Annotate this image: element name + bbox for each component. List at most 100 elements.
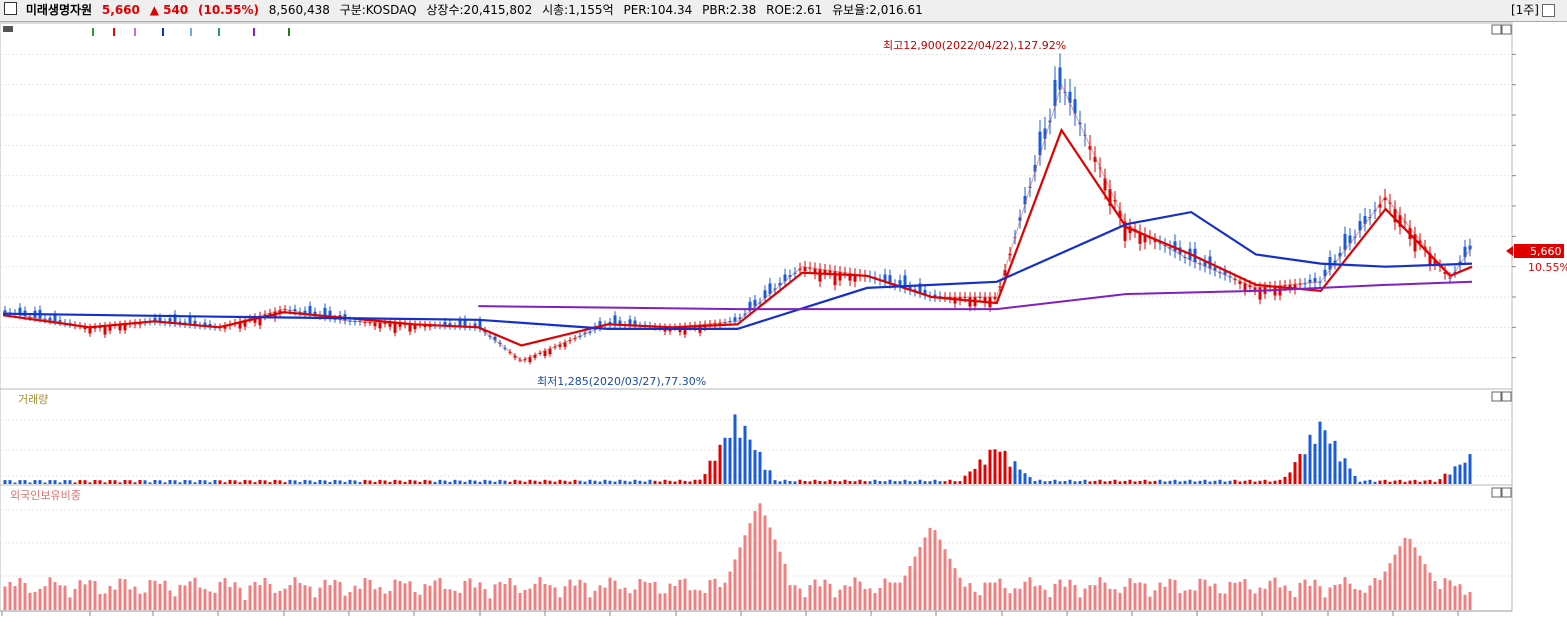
foreign-ratio-bar	[843, 585, 847, 610]
foreign-ratio-bar	[638, 578, 642, 610]
foreign-ratio-bar	[578, 579, 582, 610]
foreign-ratio-bar	[418, 594, 422, 610]
volume-bar	[788, 480, 792, 484]
candle-body	[1203, 261, 1207, 267]
foreign-ratio-bar	[143, 592, 147, 610]
candle-body	[1103, 178, 1107, 191]
volume-bar	[1413, 479, 1417, 484]
price-change-pct: (10.55%)	[198, 3, 259, 17]
candle-body	[88, 327, 92, 334]
volume-bar	[518, 480, 522, 484]
candle-body	[1038, 131, 1042, 156]
foreign-pane: 외국인보유비중	[0, 484, 1513, 612]
volume-bar	[263, 480, 267, 484]
volume-bar	[1223, 481, 1227, 484]
volume-bar	[868, 481, 872, 484]
volume-bar	[383, 480, 387, 484]
foreign-ratio-bar	[208, 591, 212, 610]
foreign-ratio-bar	[203, 589, 207, 610]
volume-bar	[758, 451, 762, 484]
candle-body	[813, 268, 817, 274]
volume-bar	[1113, 479, 1117, 484]
stock-chart[interactable]: 최고12,900(2022/04/22),127.92% 최저1,285(202…	[0, 22, 1567, 630]
period-selector[interactable]: [1주]	[1510, 3, 1539, 17]
volume-bar	[153, 480, 157, 484]
volume-bar	[353, 480, 357, 484]
foreign-ratio-bar	[1183, 590, 1187, 610]
foreign-ratio-bar	[113, 589, 117, 610]
foreign-ratio-bar	[873, 592, 877, 610]
candle-body	[1168, 247, 1172, 249]
volume-bar	[3, 480, 7, 484]
foreign-ratio-bar	[648, 582, 652, 610]
foreign-ratio-bar	[788, 585, 792, 610]
foreign-ratio-bar	[1163, 586, 1167, 610]
volume-bar	[1308, 434, 1312, 484]
candle-body	[1443, 271, 1447, 274]
volume-bar	[1153, 480, 1157, 484]
candle-body	[558, 344, 562, 347]
volume-bar	[1118, 481, 1122, 484]
foreign-pane-close-icon	[1501, 487, 1512, 498]
volume-bar	[718, 444, 722, 484]
candle-body	[983, 297, 987, 303]
volume-bar	[1068, 479, 1072, 484]
foreign-ratio-bar	[438, 578, 442, 610]
price-change: ▲ 540	[149, 3, 189, 17]
volume-bar	[523, 481, 527, 484]
volume-bar	[603, 479, 607, 484]
candle-body	[303, 310, 307, 314]
compare-checkbox[interactable]	[4, 2, 17, 15]
volume-bars	[3, 414, 1472, 484]
window-restore-icon[interactable]	[1542, 4, 1555, 17]
volume-bar	[243, 479, 247, 484]
stock-name[interactable]: 미래생명자원	[25, 3, 93, 17]
volume-bar	[943, 481, 947, 484]
volume-bar	[1398, 479, 1402, 484]
volume-bar	[698, 479, 702, 484]
candle-body	[53, 314, 57, 322]
foreign-ratio-bar	[1238, 581, 1242, 610]
foreign-ratio-bar	[1168, 578, 1172, 610]
candle-body	[308, 306, 312, 315]
foreign-ratio-bar	[678, 579, 682, 610]
foreign-ratio-bar	[1348, 583, 1352, 610]
foreign-ratio-bar	[803, 597, 807, 610]
volume-bar	[948, 479, 952, 484]
volume-bar	[1048, 481, 1052, 484]
last-pct-label: 10.55%	[1528, 261, 1567, 274]
foreign-ratio-bar	[1288, 590, 1292, 610]
foreign-ratio-bar	[1178, 593, 1182, 610]
volume-bar	[1028, 477, 1032, 484]
foreign-ratio-bar	[1208, 586, 1212, 610]
foreign-ratio-bar	[148, 580, 152, 610]
foreign-ratio-bar	[1273, 577, 1277, 610]
volume-bar	[128, 480, 132, 484]
foreign-ratio-bar	[163, 580, 167, 610]
candle-body	[1138, 231, 1142, 244]
volume-bar	[1178, 481, 1182, 484]
volume-pane-close-icon	[1501, 391, 1512, 402]
volume-bar	[1073, 481, 1077, 484]
last-price-arrow-icon	[1506, 246, 1513, 256]
volume-bar	[723, 437, 727, 484]
market-cap: 시총:1,155억	[542, 3, 614, 17]
volume-bar	[1463, 462, 1467, 484]
volume-bar	[1063, 480, 1067, 484]
candle-body	[1378, 204, 1382, 208]
foreign-ratio-bar	[458, 592, 462, 610]
volume-bar	[1378, 480, 1382, 484]
volume-bar	[1173, 479, 1177, 484]
candle-body	[633, 320, 637, 326]
volume-bar	[648, 479, 652, 484]
foreign-ratio-bar	[538, 577, 542, 610]
foreign-ratio-bar	[1378, 579, 1382, 610]
foreign-ratio-bar	[963, 586, 967, 610]
volume-bar	[1358, 481, 1362, 484]
foreign-ratio-bar	[628, 593, 632, 610]
volume-bar	[763, 469, 767, 484]
candle-body	[1358, 221, 1362, 231]
series-line-8	[2, 127, 1473, 347]
foreign-ratio-bar	[1043, 589, 1047, 610]
candle-body	[683, 326, 687, 335]
